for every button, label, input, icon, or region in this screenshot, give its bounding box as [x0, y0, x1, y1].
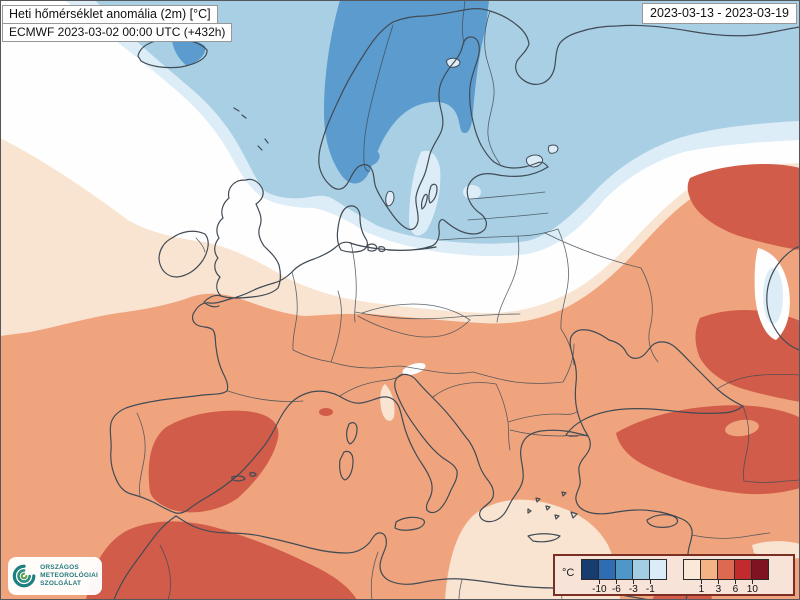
legend-color-cell [701, 560, 719, 579]
legend-tick-label: -10 [592, 584, 607, 595]
zone-warm-weak-adriatic [380, 384, 395, 421]
lake-ladoga [526, 154, 543, 168]
omsz-logo-line-3: SZOLGÁLAT [40, 580, 82, 587]
zone-warm-strong-ne-russia [687, 164, 800, 250]
legend-color-cell [582, 560, 600, 579]
zone-cold-weak-riga [463, 185, 481, 199]
legend-tick-mark [616, 580, 618, 584]
legend-cold-cells [581, 559, 668, 580]
legend-tick-label: -1 [645, 584, 655, 595]
legend-color-cell [633, 560, 651, 579]
legend-warm-ticks: 1 3 6 10 [684, 579, 770, 595]
legend-tick-label: 3 [715, 584, 722, 595]
zone-cold-strong-iceland [172, 38, 206, 66]
zone-cold-weak-caspian [763, 268, 783, 324]
legend-tick-label: -6 [611, 584, 621, 595]
coastlines [109, 8, 800, 600]
legend-tick-mark [650, 580, 652, 584]
spiral-logo-icon [12, 564, 36, 588]
legend-tick-label: -3 [628, 584, 638, 595]
zone-warm-strong-pyrenees-spot [319, 408, 333, 416]
legend-color-cell [718, 560, 736, 579]
valid-period-box: 2023-03-13 - 2023-03-19 [642, 3, 797, 24]
legend-color-cell [752, 560, 769, 579]
legend-color-cell [616, 560, 634, 579]
country-borders [136, 0, 800, 600]
legend-cold-bar: -10 -6 -3 -1 [581, 559, 668, 595]
legend-tick-label: 1 [698, 584, 705, 595]
legend-unit-label: °C [562, 567, 575, 579]
zone-warm-strong-nw-africa [86, 521, 357, 600]
legend-tick-mark [735, 580, 737, 584]
legend-tick-mark [633, 580, 635, 584]
omsz-logo-line-1: ORSZÁGOS [40, 564, 79, 571]
legend-color-cell [684, 560, 702, 579]
zone-cold-mild-north [95, 0, 800, 244]
legend-tick-mark [752, 580, 754, 584]
lake-vanern [385, 190, 395, 207]
omsz-logo: ORSZÁGOS METEOROLÓGIAI SZOLGÁLAT [8, 557, 102, 595]
legend-color-cell [735, 560, 753, 579]
zone-warm-strong-iberia [148, 410, 279, 513]
zone-cold-weak-baltic [409, 150, 441, 236]
legend-tick-mark [701, 580, 703, 584]
legend-tick-label: 10 [746, 584, 758, 595]
legend-warm-bar: 1 3 6 10 [683, 559, 770, 595]
legend-tick-label: 6 [732, 584, 739, 595]
map-title: Heti hőmérséklet anomália (2m) [°C] [2, 5, 218, 24]
legend-color-cell [599, 560, 617, 579]
zone-warm-weak-band [0, 138, 800, 336]
legend-tick-mark [718, 580, 720, 584]
title-box: Heti hőmérséklet anomália (2m) [°C] ECMW… [2, 5, 233, 42]
legend: °C -10 -6 -3 -1 1 3 6 10 [553, 554, 795, 596]
legend-warm-cells [683, 559, 770, 580]
zone-warm-mild-anatolia-pocket [725, 419, 759, 437]
model-run-label: ECMWF 2023-03-02 00:00 UTC (+432h) [2, 23, 233, 42]
legend-color-cell [650, 560, 667, 579]
lake-onega [547, 144, 559, 154]
omsz-logo-line-2: METEOROLÓGIAI [40, 572, 98, 579]
legend-tick-mark [599, 580, 601, 584]
zone-neutral-alps-spot [402, 362, 426, 376]
legend-cold-ticks: -10 -6 -3 -1 [582, 579, 668, 595]
omsz-logo-text: ORSZÁGOS METEOROLÓGIAI SZOLGÁLAT [40, 564, 98, 588]
